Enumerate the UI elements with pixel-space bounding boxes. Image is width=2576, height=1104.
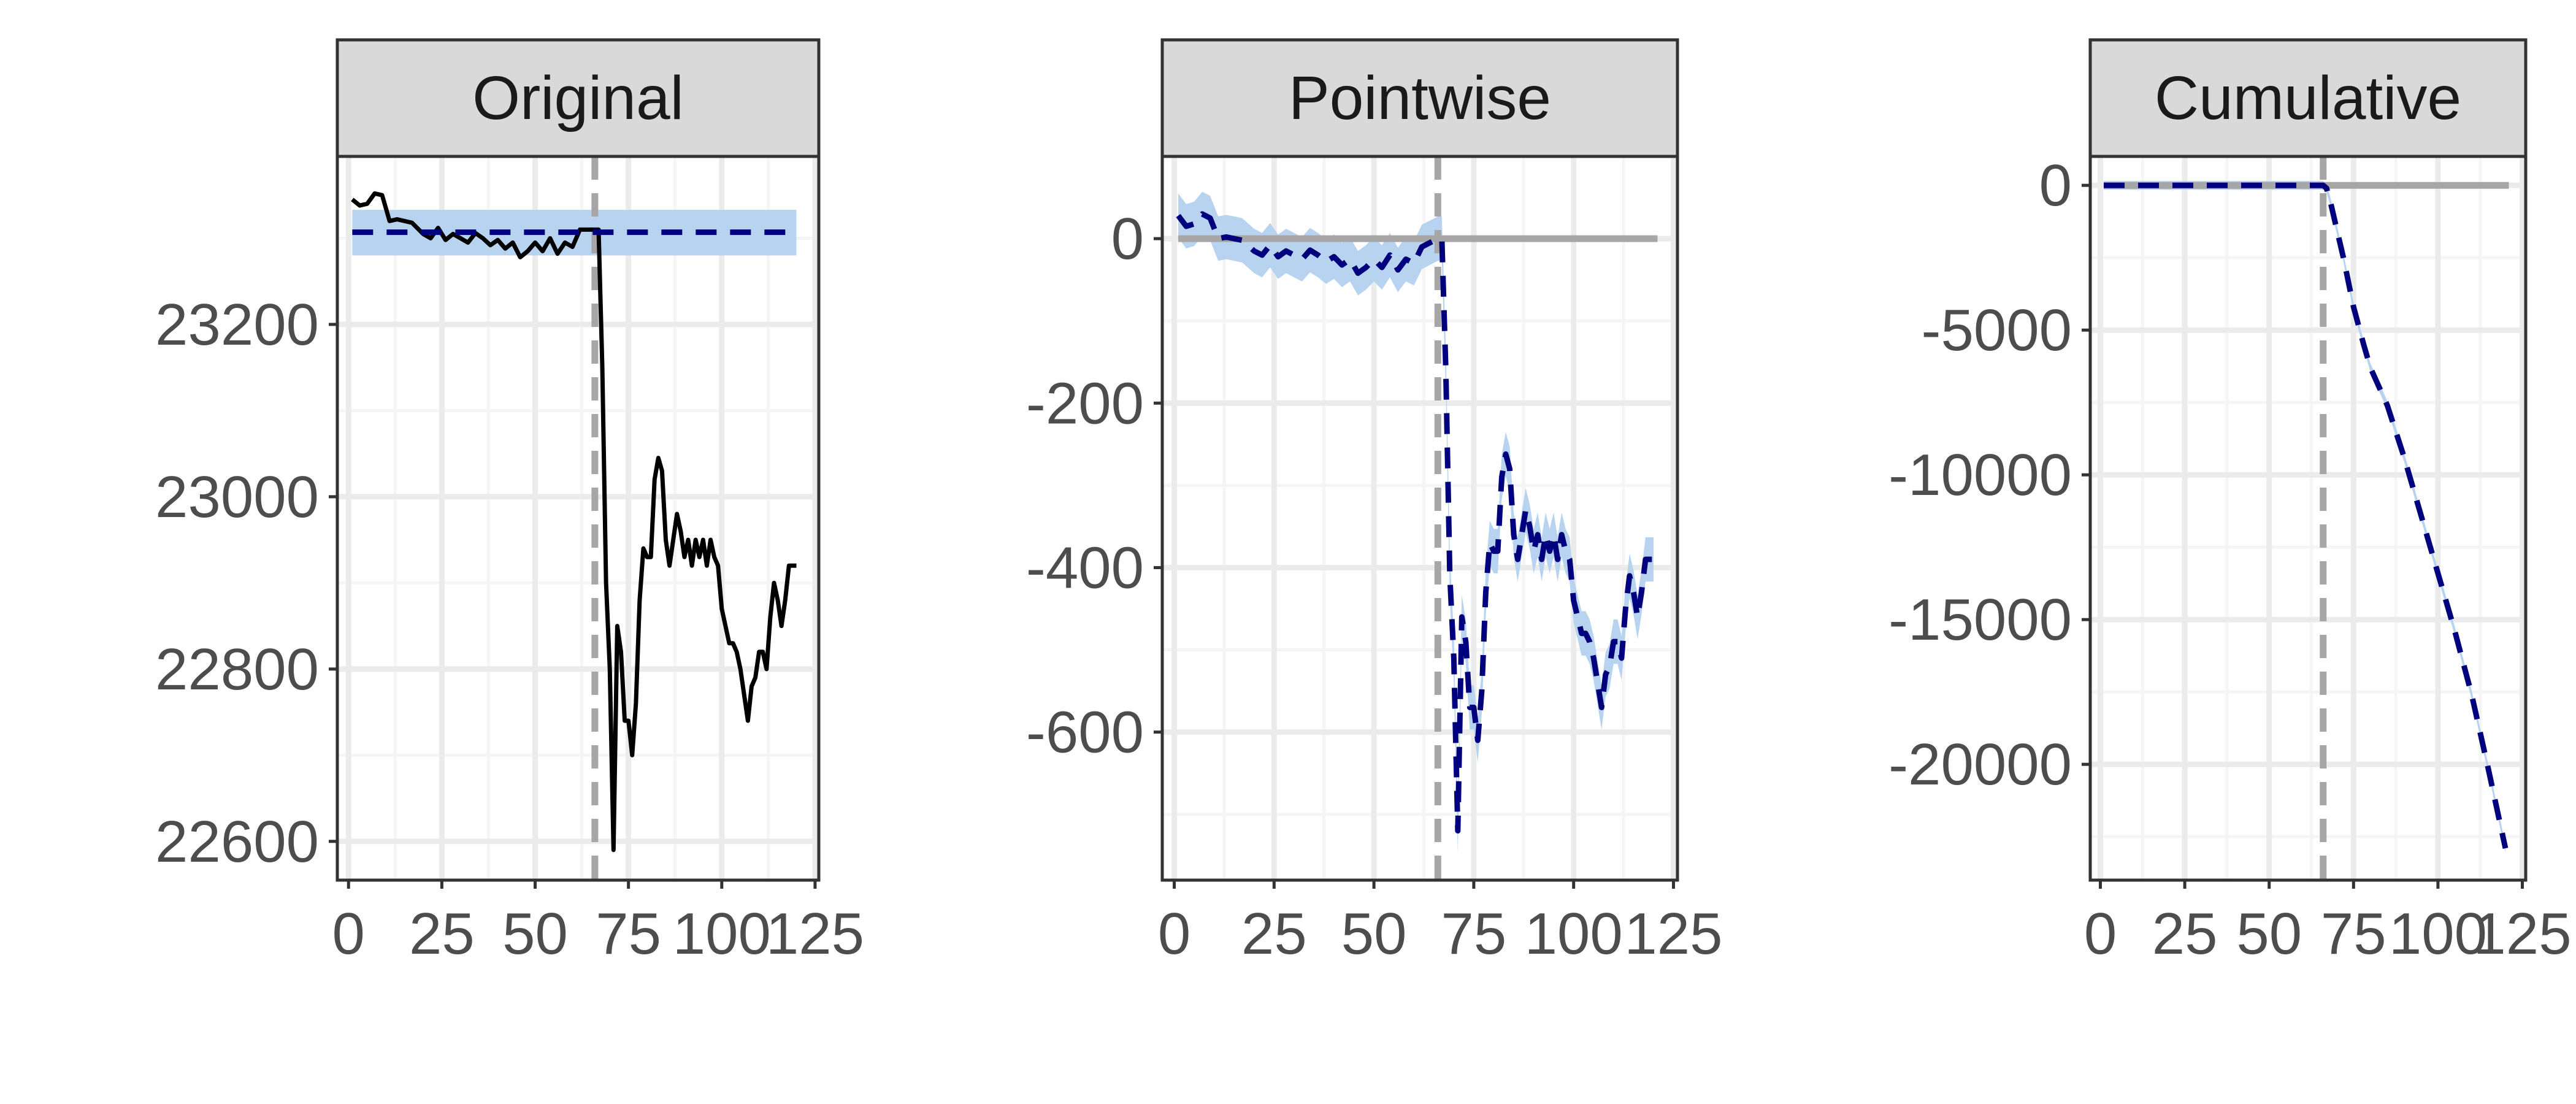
x-tick-label: 0 [332,901,365,967]
x-tick-label: 50 [2236,901,2302,967]
y-tick-label: -5000 [1921,297,2072,363]
pointwise-panel-background [1162,156,1677,880]
x-tick-label: 100 [1525,901,1623,967]
y-tick-label: 23000 [155,464,319,530]
x-tick-label: 75 [1441,901,1507,967]
x-tick-label: 125 [2473,901,2571,967]
cumulative-strip-title: Cumulative [2155,64,2461,132]
x-tick-label: 25 [409,901,475,967]
cumulative-panel-border [2088,155,2528,882]
y-tick-label: -20000 [1888,732,2072,797]
y-tick-label: 0 [1111,206,1144,272]
original-strip [335,38,821,158]
original-actual-line [351,191,797,853]
x-tick-label: 50 [1341,901,1407,967]
y-tick-label: -400 [1026,535,1144,600]
x-tick-label: 75 [596,901,661,967]
y-tick-label: -600 [1026,700,1144,765]
x-tick-label: 50 [502,901,568,967]
y-tick-label: 22800 [155,637,319,702]
original-y-axis: 22600 22800 23000 23200 [155,292,337,875]
pointwise-credible-band [1178,191,1654,853]
x-tick-label: 0 [1158,901,1190,967]
pointwise-grid [1162,155,1677,880]
pointwise-y-axis: -600 -400 -200 0 [1026,206,1162,765]
cumulative-cumulative-line [2104,182,2509,849]
pointwise-effect-line [1176,211,1654,834]
x-tick-label: 0 [2084,901,2117,967]
cumulative-y-axis: -20000 -15000 -10000 -5000 0 [1888,153,2090,797]
y-tick-label: -200 [1026,370,1144,436]
x-tick-label: 75 [2321,901,2386,967]
pointwise-panel-border [1160,155,1679,882]
original-panel: Original 22600 22800 23000 23200 0 25 50 75 10012… [155,38,864,967]
cumulative-panel-background [2090,156,2526,880]
x-tick-label: 100 [2389,901,2487,967]
x-tick-label: 25 [1241,901,1307,967]
x-tick-label: 125 [1624,901,1722,967]
y-tick-label: -15000 [1888,587,2072,653]
pointwise-panel: Pointwise -600 -400 -200 0 0 25 50 75 100 125 [1026,38,1723,967]
cumulative-panel: Cumulative -20000 -15000 -10000 -5000 0 0 25 50 7… [1888,38,2572,967]
x-tick-label: 25 [2152,901,2218,967]
y-tick-label: 22600 [155,809,319,875]
original-panel-border [335,155,821,882]
pointwise-strip [1160,38,1679,158]
pointwise-x-axis: 0 25 50 75 100 125 [1158,880,1723,967]
original-strip-title: Original [472,64,684,132]
y-tick-label: 0 [2039,153,2072,218]
x-tick-label: 125 [766,901,864,967]
x-tick-label: 100 [673,901,771,967]
original-panel-background [337,156,819,880]
pointwise-strip-title: Pointwise [1289,64,1551,132]
y-tick-label: -10000 [1888,442,2072,508]
y-tick-label: 23200 [155,292,319,358]
